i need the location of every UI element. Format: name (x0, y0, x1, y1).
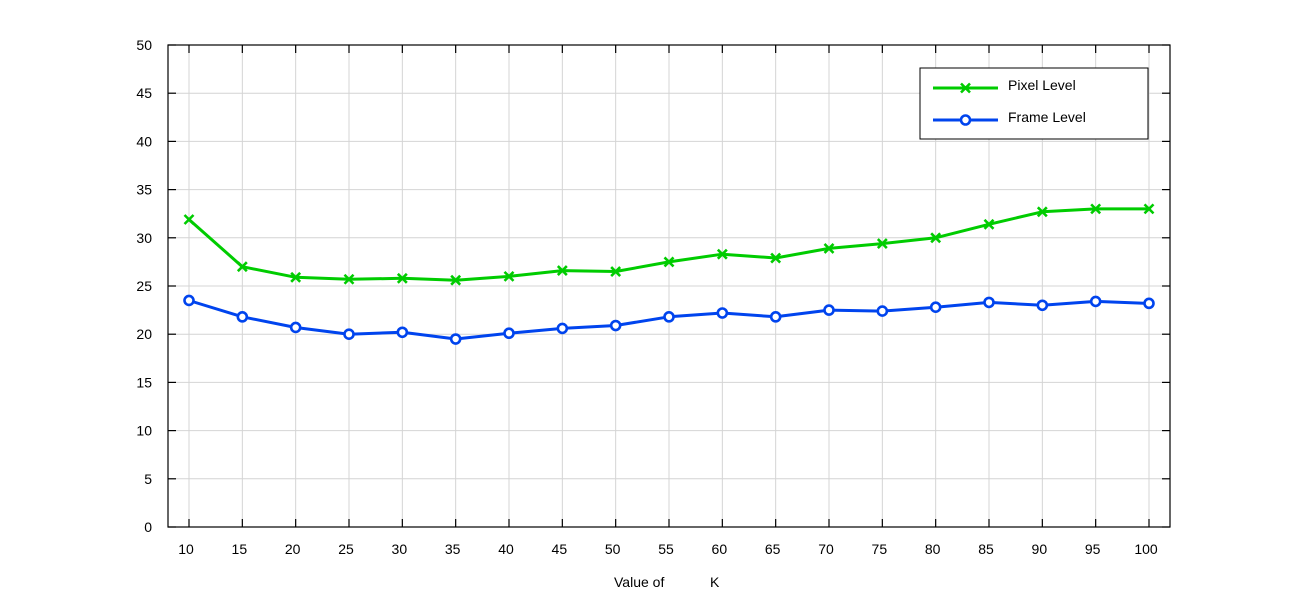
data-point-frame-level (556, 322, 569, 335)
data-point-pixel-level (716, 248, 728, 260)
data-point-pixel-level (396, 272, 408, 284)
y-tick-label: 35 (136, 182, 152, 198)
data-point-frame-level (983, 296, 995, 309)
data-point-pixel-level (556, 265, 568, 276)
data-point-frame-level (343, 328, 355, 341)
data-point-pixel-level (823, 242, 835, 254)
x-tick-label: 15 (232, 541, 248, 557)
x-tick-label: 30 (392, 541, 408, 557)
legend-marker-frame-level (959, 114, 972, 126)
data-point-frame-level (289, 321, 302, 334)
data-point-frame-level (769, 311, 782, 323)
x-tick-label: 70 (818, 541, 834, 557)
x-tick-label: 75 (872, 541, 888, 557)
data-point-frame-level (876, 305, 889, 317)
x-tick-label: 85 (978, 541, 994, 557)
data-point-pixel-level (770, 252, 782, 264)
data-point-frame-level (449, 333, 462, 345)
x-tick-label: 20 (285, 541, 301, 557)
y-tick-label: 45 (136, 85, 152, 101)
x-tick-label: 10 (178, 541, 194, 557)
data-point-frame-level (1089, 295, 1102, 308)
data-point-frame-level (823, 304, 835, 316)
y-tick-label: 15 (136, 374, 152, 390)
axis-ticks (168, 44, 1170, 528)
data-point-pixel-level (183, 214, 195, 225)
series-pixel-level (183, 203, 1155, 286)
y-tick-label: 40 (136, 133, 152, 149)
x-tick-label: 65 (765, 541, 781, 557)
series-layer (183, 203, 1155, 345)
y-tick-label: 50 (136, 37, 152, 53)
data-point-pixel-level (876, 238, 888, 250)
x-tick-label: 45 (552, 541, 568, 557)
x-axis-label-variable: K (710, 574, 720, 590)
legend-label-pixel-level: Pixel Level (1008, 77, 1076, 93)
grid-lines (168, 45, 1170, 527)
data-point-pixel-level (610, 266, 622, 277)
data-point-frame-level (503, 327, 515, 340)
y-tick-label: 20 (136, 326, 152, 342)
data-point-pixel-level (663, 256, 675, 268)
data-point-pixel-level (450, 274, 462, 286)
x-axis-label-prefix: Value of (614, 574, 664, 590)
x-tick-label: 100 (1134, 541, 1158, 557)
data-point-pixel-level (503, 270, 515, 282)
data-point-pixel-level (1143, 203, 1155, 215)
x-tick-label: 80 (925, 541, 941, 557)
series-frame-level (183, 294, 1155, 345)
data-point-frame-level (396, 326, 409, 339)
y-tick-label: 10 (136, 423, 152, 439)
legend-label-frame-level: Frame Level (1008, 109, 1086, 125)
x-tick-label: 95 (1085, 541, 1101, 557)
x-tick-label: 90 (1032, 541, 1048, 557)
y-tick-label: 5 (144, 471, 152, 487)
y-tick-label: 30 (136, 230, 152, 246)
y-tick-label: 25 (136, 278, 152, 294)
legend-box (919, 67, 1149, 140)
x-tick-label: 25 (338, 541, 354, 557)
legend-marker-pixel-level (960, 82, 971, 94)
data-point-pixel-level (930, 232, 942, 244)
data-point-frame-level (1143, 297, 1155, 310)
x-tick-label: 50 (605, 541, 621, 557)
data-point-pixel-level (1090, 203, 1102, 215)
data-point-pixel-level (1036, 206, 1048, 218)
y-axis-tick-labels: 0 5 10 15 20 25 30 35 40 45 50 (136, 37, 152, 535)
data-point-pixel-level (343, 273, 355, 285)
y-tick-label: 0 (144, 519, 152, 535)
data-point-frame-level (716, 307, 729, 319)
legend: Pixel Level Frame Level (919, 67, 1149, 140)
x-tick-label: 60 (712, 541, 728, 557)
data-point-pixel-level (983, 218, 995, 230)
x-tick-label: 35 (445, 541, 461, 557)
data-point-frame-level (663, 311, 675, 323)
data-point-frame-level (609, 319, 622, 332)
data-point-frame-level (236, 311, 249, 323)
data-point-frame-level (183, 294, 195, 307)
data-point-frame-level (1036, 299, 1049, 312)
x-tick-label: 55 (658, 541, 674, 557)
x-axis-tick-labels: 10 15 20 25 30 35 40 45 50 55 60 65 70 75 80 85 90 95 100 (178, 541, 1158, 557)
data-point-pixel-level (290, 271, 302, 283)
x-tick-label: 40 (498, 541, 514, 557)
data-point-frame-level (929, 301, 942, 314)
data-point-pixel-level (236, 261, 248, 273)
